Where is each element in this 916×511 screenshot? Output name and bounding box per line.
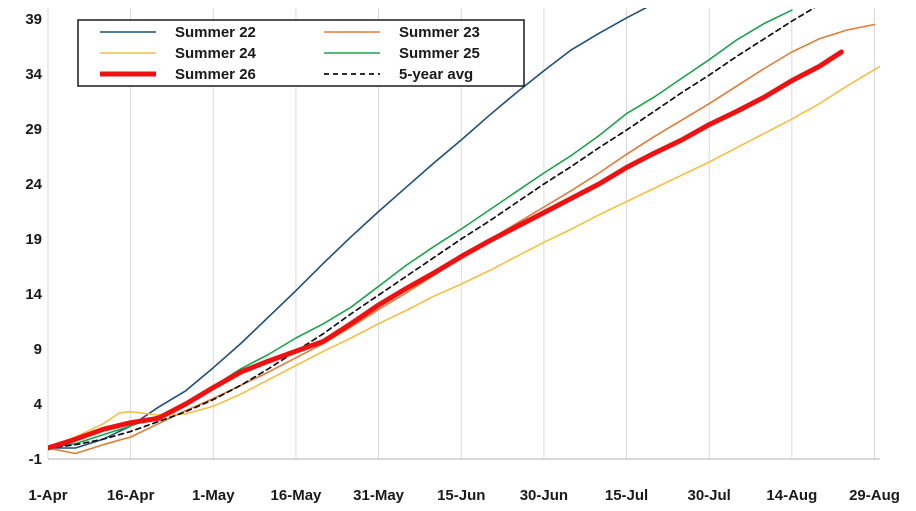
x-tick-label: 30-Jun <box>520 487 568 504</box>
series-lines <box>48 8 880 455</box>
x-tick-label: 31-May <box>353 487 405 504</box>
y-axis-tick-labels: -1 4 9 14 19 24 29 34 39 <box>25 11 42 468</box>
legend-label: Summer 26 <box>175 66 256 83</box>
x-tick-label: 16-May <box>271 487 323 504</box>
legend-label: Summer 23 <box>399 24 480 41</box>
y-tick-label: 39 <box>25 11 42 28</box>
x-tick-label: 15-Jun <box>437 487 485 504</box>
legend: Summer 22 Summer 23 Summer 24 Summer 25 Summ… <box>77 19 525 87</box>
y-tick-label: 4 <box>34 396 43 413</box>
y-tick-label: 24 <box>25 176 42 193</box>
series-line-summer-26 <box>48 49 844 451</box>
y-tick-label: 34 <box>25 66 42 83</box>
x-tick-label: 16-Apr <box>107 487 155 504</box>
y-tick-label: 14 <box>25 286 42 303</box>
x-tick-label: 14-Aug <box>766 487 817 504</box>
x-tick-label: 30-Jul <box>688 487 731 504</box>
series-line-summer-22 <box>48 8 648 449</box>
y-tick-label: 29 <box>25 121 42 138</box>
legend-label: 5-year avg <box>399 66 473 83</box>
y-tick-label: -1 <box>29 451 42 468</box>
y-tick-label: 9 <box>34 341 42 358</box>
x-tick-label: 15-Jul <box>605 487 648 504</box>
series-line-5-year-avg <box>48 8 816 449</box>
x-axis-tick-labels: 1-Apr 16-Apr 1-May 16-May 31-May 15-Jun 30-Jun… <box>28 487 899 504</box>
x-tick-label: 1-May <box>192 487 235 504</box>
y-tick-label: 19 <box>25 231 42 248</box>
legend-label: Summer 24 <box>175 45 257 62</box>
legend-label: Summer 22 <box>175 24 256 41</box>
legend-label: Summer 25 <box>399 45 480 62</box>
x-tick-label: 29-Aug <box>849 487 900 504</box>
x-tick-label: 1-Apr <box>28 487 67 504</box>
